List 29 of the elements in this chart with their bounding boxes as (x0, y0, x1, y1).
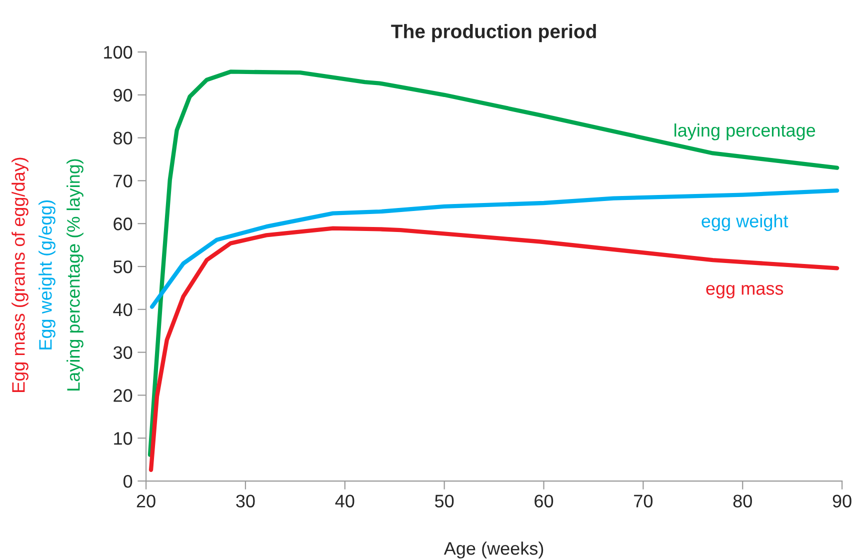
y-tick-label: 10 (114, 432, 132, 445)
y-tick-label: 30 (113, 346, 132, 360)
text: Egg mass (grams of egg/day) (12, 158, 28, 392)
y-tick-label: 50 (113, 260, 132, 274)
y-tick-label: 90 (114, 88, 132, 102)
x-tick-label: 80 (733, 494, 752, 508)
x-tick-label: 20 (136, 494, 156, 508)
line-series (148, 70, 840, 457)
x-tick-label: 60 (534, 494, 554, 508)
y-tick-label: 0 (124, 474, 132, 488)
y-tick-label: 80 (114, 132, 132, 145)
y-tick-label: 40 (113, 303, 132, 316)
text: Egg weight (g/egg) (38, 200, 56, 350)
series-label: egg mass (706, 284, 784, 298)
x-tick-label: 90 (832, 494, 852, 508)
y-tick-label: 60 (114, 218, 132, 230)
series-label: laying percentage (674, 123, 816, 140)
x-tick-label: 30 (236, 494, 255, 508)
line-series (150, 188, 840, 309)
y-tick-label: 100 (104, 46, 132, 59)
y-tick-label: 70 (114, 174, 132, 188)
chart-title: The production period (391, 24, 596, 42)
y-tick-label: 20 (114, 389, 132, 402)
x-axis-title: Age (weeks) (444, 542, 544, 558)
series-label: egg weight (702, 214, 788, 232)
y-axis-title: Laying percentage (% laying) (66, 159, 84, 390)
x-tick-label: 70 (634, 494, 653, 508)
x-tick-label: 40 (335, 494, 354, 508)
x-tick-label: 50 (435, 494, 454, 508)
